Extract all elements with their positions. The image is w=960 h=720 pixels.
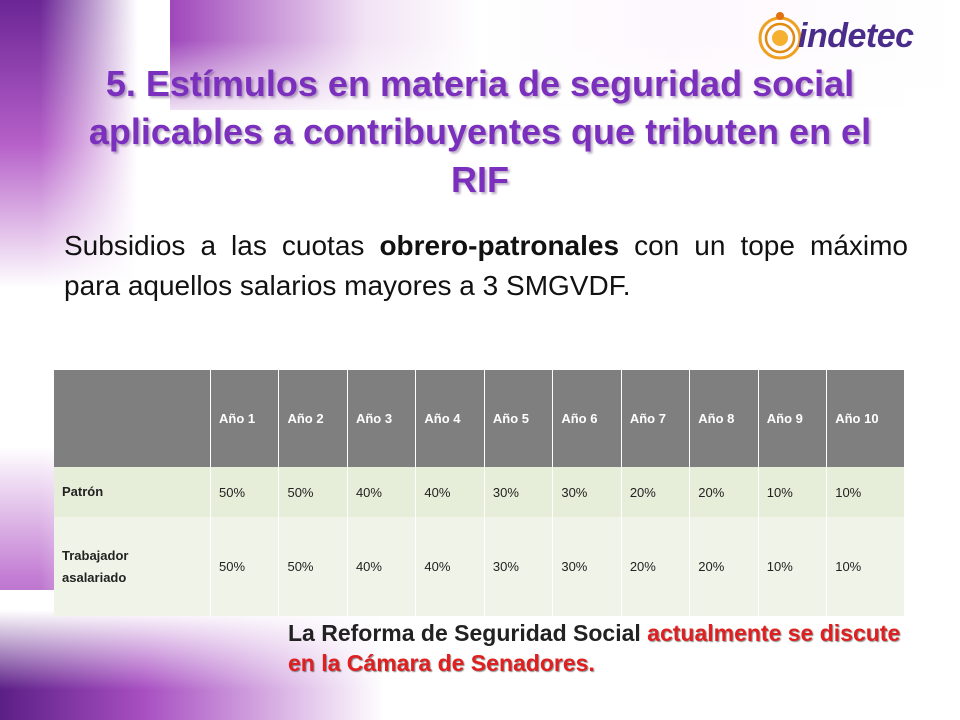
table-header-cell: Año 5: [484, 370, 554, 467]
note-highlight: actualmente se discute en la Cámara de S…: [288, 620, 901, 676]
row-label-line1: Trabajador: [62, 547, 129, 563]
table-header-cell: Año 4: [415, 370, 485, 467]
table-header-cell: Año 8: [689, 370, 759, 467]
table-cell: 20%: [689, 467, 759, 517]
table-cell: 30%: [484, 517, 554, 616]
note-text: La Reforma de Seguridad Social: [288, 620, 648, 646]
row-label-patron: Patrón: [54, 467, 211, 517]
table-cell: 30%: [552, 517, 622, 616]
table-cell: 10%: [826, 467, 905, 517]
subtitle-paragraph: Subsidios a las cuotas obrero-patronales…: [64, 226, 908, 306]
table-header-cell: Año 2: [278, 370, 348, 467]
table-header-corner: [54, 370, 211, 467]
table-header-cell: Año 3: [347, 370, 417, 467]
table-cell: 50%: [278, 517, 348, 616]
subtitle-text-post: con un tope máximo para aquellos salario…: [64, 230, 909, 301]
table-cell: 50%: [210, 517, 280, 616]
subsidy-table: Año 1 Año 2 Año 3 Año 4 Año 5 Año 6 Año …: [54, 370, 905, 616]
table-header-row: Año 1 Año 2 Año 3 Año 4 Año 5 Año 6 Año …: [54, 370, 905, 467]
subtitle-text-bold: obrero-patronales: [379, 230, 620, 261]
table-cell: 10%: [826, 517, 905, 616]
table-row: Trabajador asalariado 50% 50% 40% 40% 30%…: [54, 517, 905, 616]
table-header-cell: Año 1: [210, 370, 280, 467]
table-cell: 10%: [758, 517, 828, 616]
table-cell: 40%: [347, 517, 417, 616]
logo-text: indetec: [798, 17, 914, 55]
table-cell: 20%: [621, 467, 691, 517]
indetec-logo: [758, 12, 802, 60]
table-header-cell: Año 7: [621, 370, 691, 467]
table-cell: 40%: [347, 467, 417, 517]
logo-mark-icon: [758, 12, 802, 60]
table-cell: 30%: [484, 467, 554, 517]
table-header-cell: Año 9: [758, 370, 828, 467]
row-label-line2: asalariado: [62, 569, 127, 585]
table-cell: 30%: [552, 467, 622, 517]
page-title: 5. Estímulos en materia de seguridad soc…: [88, 63, 872, 200]
table-cell: 20%: [621, 517, 691, 616]
table-cell: 40%: [415, 517, 485, 616]
table-cell: 40%: [415, 467, 485, 517]
table-cell: 20%: [689, 517, 759, 616]
table-header-cell: Año 10: [826, 370, 905, 467]
table-cell: 50%: [278, 467, 348, 517]
table-cell: 50%: [210, 467, 280, 517]
reform-note: La Reforma de Seguridad Social actualmen…: [288, 618, 928, 678]
row-label-trabajador: Trabajador asalariado: [54, 517, 211, 616]
subtitle-text-pre: Subsidios a las cuotas: [64, 230, 380, 261]
table-row: Patrón 50% 50% 40% 40% 30% 30% 20% 20% 1…: [54, 467, 905, 517]
table-header-cell: Año 6: [552, 370, 622, 467]
table-cell: 10%: [758, 467, 828, 517]
